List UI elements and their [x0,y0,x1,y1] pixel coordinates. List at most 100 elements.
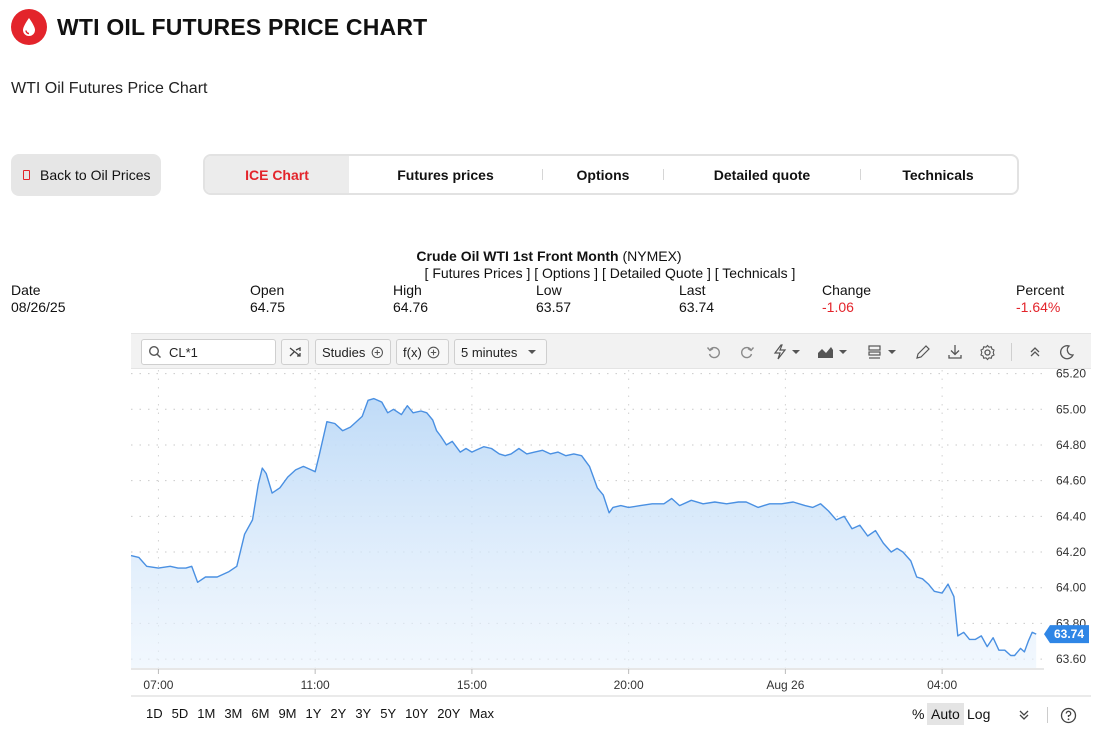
page-header: WTI OIL FUTURES PRICE CHART [11,9,427,45]
tab-ice-chart[interactable]: ICE Chart [205,156,349,193]
studies-button[interactable]: Studies [315,339,391,365]
range-button-20y[interactable]: 20Y [437,706,461,721]
oil-drop-icon [11,9,47,45]
quote-date-label: Date [11,282,41,298]
y-tick-label: 64.20 [1056,545,1086,559]
last-price-tag: 63.74 [1044,625,1089,644]
compare-button[interactable] [281,339,309,365]
range-button-3y[interactable]: 3Y [355,706,372,721]
x-axis: 07:00 11:00 15:00 20:00 Aug 26 04:00 [143,669,957,692]
expand-toggle-icon[interactable] [1014,705,1034,727]
quote-high: High 64.76 [393,282,428,316]
collapse-icon[interactable] [1024,342,1046,362]
chart-type-icon[interactable] [815,342,851,362]
page-title: WTI OIL FUTURES PRICE CHART [57,13,428,40]
quote-last: Last 63.74 [679,282,714,316]
range-button-5y[interactable]: 5Y [380,706,397,721]
compare-icon [289,346,301,357]
price-line [130,397,1037,657]
range-button-1m[interactable]: 1M [197,706,216,721]
search-icon [148,345,161,358]
range-button-5d[interactable]: 5D [171,706,189,721]
percent-scale-button[interactable]: % [912,706,925,722]
log-scale-button[interactable]: Log [967,706,991,722]
quote-heading: Crude Oil WTI 1st Front Month (NYMEX) [0,248,1098,265]
draw-icon[interactable] [912,342,934,362]
quote-date-value: 08/26/25 [11,299,66,315]
scale-divider [1047,707,1048,723]
help-icon[interactable] [1056,704,1081,730]
instrument-exchange: (NYMEX) [622,248,682,264]
price-series [130,397,1037,657]
redo-icon[interactable] [736,342,758,362]
quote-open: Open 64.75 [250,282,285,316]
quote-open-label: Open [250,282,285,298]
quote-links[interactable]: [ Futures Prices ] [ Options ] [ Detaile… [424,265,796,281]
symbol-value: CL*1 [169,344,198,360]
x-tick-label: 20:00 [614,678,644,692]
functions-button[interactable]: f(x) [396,339,449,365]
y-tick-label: 63.60 [1056,652,1086,666]
last-price-marker [1044,625,1089,644]
range-button-3m[interactable]: 3M [224,706,243,721]
interval-label: 5 minutes [461,344,518,360]
plus-circle-icon [372,346,384,358]
range-button-2y[interactable]: 2Y [330,706,347,721]
back-to-oil-prices-button[interactable]: Back to Oil Prices [11,154,161,196]
y-tick-label: 64.00 [1056,581,1086,595]
range-selector: 1D 5D 1M 3M 6M 9M 1Y 2Y 3Y 5Y 10Y 20Y Max [146,706,503,721]
range-button-1d[interactable]: 1D [146,706,163,721]
toolbar-divider [1011,343,1012,361]
functions-label: f(x) [403,344,422,360]
y-tick-label: 64.80 [1056,438,1086,452]
quote-low-value: 63.57 [536,299,572,315]
x-tick-label: 07:00 [143,678,173,692]
back-button-label: Back to Oil Prices [40,167,151,183]
quote-date: Date 08/26/25 [11,282,66,316]
undo-icon[interactable] [703,342,725,362]
tab-detailed-quote[interactable]: Detailed quote [713,166,811,183]
page-subtitle: WTI Oil Futures Price Chart [11,80,208,97]
tab-technicals[interactable]: Technicals [902,166,974,183]
range-button-max[interactable]: Max [469,706,494,721]
x-tick-label: 04:00 [927,678,957,692]
quote-percent-label: Percent [1016,282,1065,298]
back-icon [23,170,30,180]
symbol-search-input[interactable]: CL*1 [141,339,276,365]
quote-high-value: 64.76 [393,299,429,315]
y-axis: 63.6063.8064.0064.2064.4064.6064.8065.00… [1056,367,1086,667]
tab-futures-prices[interactable]: Futures prices [397,166,494,183]
y-tick-label: 65.20 [1056,367,1086,381]
x-tick-label: 11:00 [301,678,330,692]
y-tick-label: 64.60 [1056,474,1086,488]
layout-icon[interactable] [865,342,901,362]
y-tick-label: 65.00 [1056,402,1086,416]
quote-change-label: Change [822,282,872,298]
range-button-9m[interactable]: 9M [278,706,297,721]
range-button-6m[interactable]: 6M [251,706,270,721]
auto-scale-button[interactable]: Auto [927,703,964,725]
x-tick-label: Aug 26 [766,678,804,692]
quote-percent: Percent -1.64% [1016,282,1064,316]
quote-last-label: Last [679,282,706,298]
range-button-10y[interactable]: 10Y [405,706,429,721]
x-tick-label: 15:00 [457,678,487,692]
download-icon[interactable] [944,342,966,362]
dark-mode-icon[interactable] [1056,342,1078,362]
settings-icon[interactable] [976,342,998,362]
chart-toolbar: CL*1 Studies f(x) 5 minutes [131,333,1091,369]
quote-change-value: -1.06 [822,299,854,315]
tab-divider [860,169,861,180]
tab-divider [542,169,543,180]
tab-options[interactable]: Options [576,166,630,183]
range-button-1y[interactable]: 1Y [305,706,322,721]
instrument-name: Crude Oil WTI 1st Front Month [416,248,619,264]
studies-label: Studies [322,344,366,360]
quote-change: Change -1.06 [822,282,871,316]
chevron-down-icon [528,350,537,354]
quote-open-value: 64.75 [250,299,286,315]
lightning-icon[interactable] [769,342,805,362]
plus-circle-icon [427,346,440,358]
interval-select[interactable]: 5 minutes [454,339,547,365]
